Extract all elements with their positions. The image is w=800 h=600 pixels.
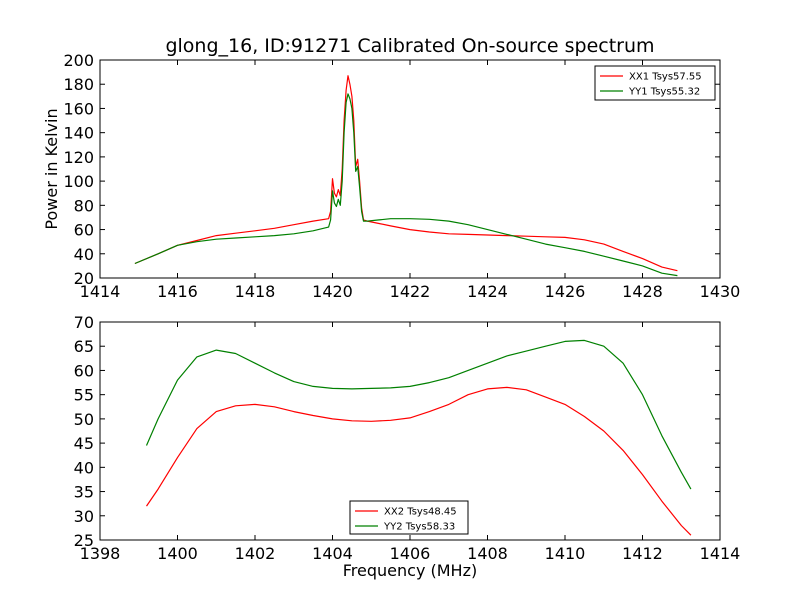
legend-box bbox=[594, 65, 716, 101]
y-tick-label: 80 bbox=[74, 196, 94, 215]
legend: XX2 Tsys48.45 YY2 Tsys58.33 bbox=[349, 500, 469, 535]
y-tick-label: 20 bbox=[74, 269, 94, 288]
y-tick-label: 70 bbox=[74, 313, 94, 332]
y-tick-label: 55 bbox=[74, 386, 94, 405]
legend-label: YY1 Tsys55.32 bbox=[628, 87, 700, 98]
x-tick-label: 1408 bbox=[467, 544, 508, 563]
y-tick-label: 40 bbox=[74, 245, 94, 264]
legend-label: XX2 Tsys48.45 bbox=[384, 507, 457, 518]
plot-area: 1414 1416 1418 1420 1422 1424 1426 1428 1430 20 40… bbox=[63, 51, 740, 301]
x-tick-label: 1400 bbox=[157, 544, 198, 563]
series-line bbox=[134, 93, 678, 277]
series-line bbox=[145, 339, 692, 490]
y-tick-label: 25 bbox=[74, 531, 94, 550]
y-tick-label: 65 bbox=[74, 337, 94, 356]
y-tick-label: 120 bbox=[63, 148, 94, 167]
legend: XX1 Tsys57.55 YY1 Tsys55.32 bbox=[594, 65, 716, 101]
y-tick-label: 180 bbox=[63, 75, 94, 94]
legend-box bbox=[349, 500, 469, 535]
x-tick-label: 1422 bbox=[390, 282, 431, 301]
y-tick-label: 160 bbox=[63, 99, 94, 118]
y-tick-label: 35 bbox=[74, 483, 94, 502]
x-tick-label: 1414 bbox=[80, 282, 121, 301]
y-tick-label: 60 bbox=[74, 221, 94, 240]
x-tick-label: 1410 bbox=[545, 544, 586, 563]
x-tick-label: 1406 bbox=[390, 544, 431, 563]
x-tick-label: 1412 bbox=[622, 544, 663, 563]
x-tick-label: 1426 bbox=[545, 282, 586, 301]
y-tick-label: 50 bbox=[74, 410, 94, 429]
series-line bbox=[134, 75, 678, 272]
y-tick-label: 200 bbox=[63, 51, 94, 70]
x-tick-label: 1430 bbox=[700, 282, 741, 301]
y-tick-label: 40 bbox=[74, 458, 94, 477]
chart-title: glong_16, ID:91271 Calibrated On-source … bbox=[165, 35, 654, 57]
legend-label: XX1 Tsys57.55 bbox=[629, 72, 702, 83]
y-tick-label: 30 bbox=[74, 507, 94, 526]
x-tick-label: 1416 bbox=[157, 282, 198, 301]
x-tick-label: 1428 bbox=[622, 282, 663, 301]
plot-area: 1398 1400 1402 1404 1406 1408 1410 1412 1414 25 30… bbox=[74, 313, 741, 563]
bottom-subplot: Frequency (MHz) 1398 1400 1402 1404 1406 1408… bbox=[74, 313, 741, 580]
y-tick-label: 100 bbox=[63, 172, 94, 191]
legend-label: YY2 Tsys58.33 bbox=[383, 522, 455, 533]
x-tick-label: 1418 bbox=[235, 282, 276, 301]
x-tick-label: 1398 bbox=[80, 544, 121, 563]
series-line bbox=[146, 386, 692, 536]
x-tick-label: 1402 bbox=[235, 544, 276, 563]
x-tick-label: 1424 bbox=[467, 282, 508, 301]
top-subplot: glong_16, ID:91271 Calibrated On-source … bbox=[42, 35, 740, 301]
x-tick-label: 1420 bbox=[312, 282, 353, 301]
x-tick-label: 1414 bbox=[700, 544, 741, 563]
y-tick-label: 60 bbox=[74, 361, 94, 380]
y-tick-label: 140 bbox=[63, 124, 94, 143]
y-axis-label: Power in Kelvin bbox=[42, 108, 61, 229]
x-tick-label: 1404 bbox=[312, 544, 353, 563]
x-axis-label: Frequency (MHz) bbox=[343, 561, 477, 580]
y-tick-label: 45 bbox=[74, 434, 94, 453]
